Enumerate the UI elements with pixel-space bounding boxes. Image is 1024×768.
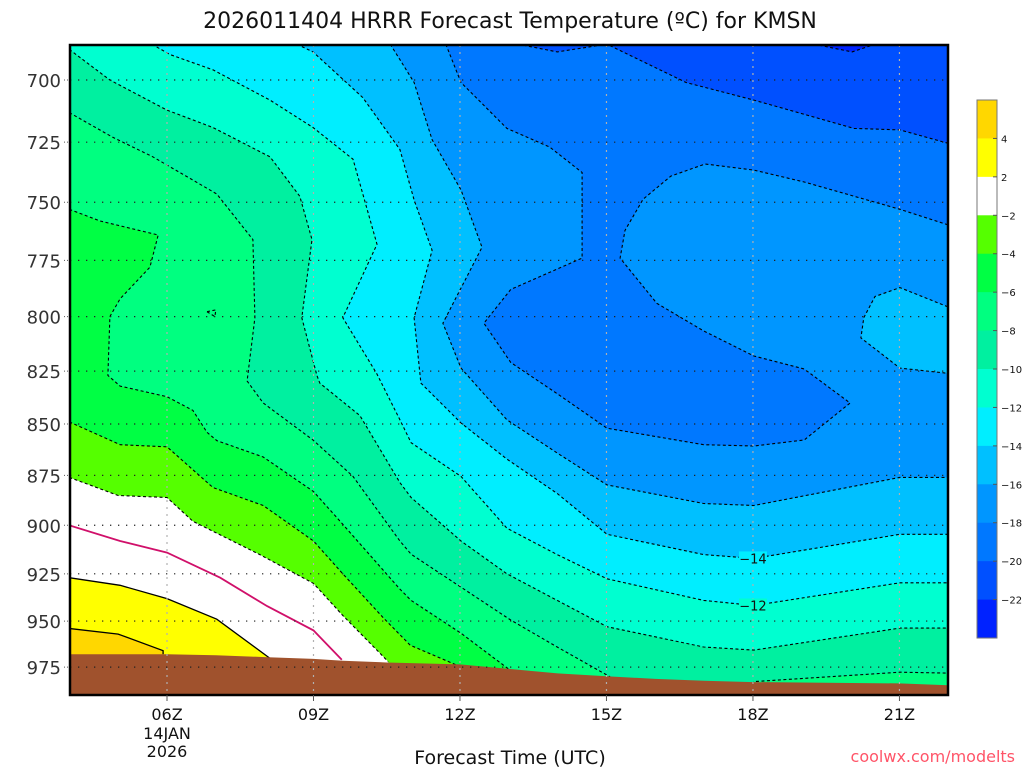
contour-line-minus2-3 [70, 477, 389, 662]
y-tick-label: 750 [27, 193, 61, 214]
colorbar-label: −2 [1001, 211, 1016, 222]
colorbar-label: 2 [1001, 173, 1007, 184]
contour-line-minus16-10 [390, 45, 948, 507]
x-tick-label: 18Z [737, 705, 768, 724]
x-tick-label: 06Z [151, 705, 182, 724]
contour-line-minus4-4 [70, 421, 458, 666]
colorbar-swatch [977, 138, 997, 178]
y-tick-label: 775 [27, 251, 61, 272]
contour-line-minus6-5 [70, 208, 512, 672]
colorbar-swatch [977, 292, 997, 332]
plot-frame [68, 43, 950, 697]
colorbar-swatch [977, 330, 997, 370]
x-tick-date-label: 14JAN [143, 724, 191, 743]
y-tick-label: 700 [27, 71, 61, 92]
contour-lines [70, 45, 948, 690]
contour-line-4-0 [70, 627, 164, 655]
x-tick-label: 21Z [884, 705, 915, 724]
y-tick-label: 900 [27, 516, 61, 537]
contour-line-minus14-9 [297, 45, 948, 559]
colorbar-swatch [977, 407, 997, 447]
contour-label: −14 [739, 552, 766, 567]
contour-line-minus12-8 [152, 45, 948, 607]
contour-fill-minus18-12 [70, 45, 948, 446]
colorbar-label: −8 [1001, 327, 1016, 338]
colorbar-swatch [977, 522, 997, 562]
colorbar-label: −22 [1001, 596, 1022, 607]
colorbar-swatch [977, 599, 997, 639]
colorbar-label: −12 [1001, 403, 1022, 414]
contour-label-gap [738, 598, 767, 612]
contour-line-minus8-6 [70, 112, 948, 690]
colorbar-swatch [977, 445, 997, 485]
colorbar-label: −16 [1001, 480, 1022, 491]
y-tick-label: 975 [27, 658, 61, 679]
x-axis-title: Forecast Time (UTC) [414, 747, 605, 768]
contour-line-minus6-15 [205, 309, 217, 318]
y-tick-label: 850 [27, 415, 61, 436]
contour-line-minus18-12 [445, 45, 948, 447]
chart-title: 2026011404 HRRR Forecast Temperature (ºC… [203, 9, 817, 34]
plot-area: −14 −12 [70, 45, 948, 695]
contour-fill-minus22-14 [817, 45, 873, 52]
y-tick-label: 925 [27, 565, 61, 586]
ground-layer [70, 654, 948, 695]
colorbar-label: −4 [1001, 250, 1016, 261]
colorbar-label: −10 [1001, 365, 1022, 376]
contour-line-minus10-7 [70, 49, 948, 651]
y-tick-label: 950 [27, 612, 61, 633]
contour-line-minus16-11 [860, 287, 948, 374]
x-tick-label: 15Z [591, 705, 622, 724]
y-axis: 700 725 750 775 800 825 850 875 900 925 950 975 [27, 71, 69, 679]
colorbar-label: −14 [1001, 442, 1022, 453]
x-tick-date-label: 2026 [147, 742, 188, 761]
colorbar-label: −18 [1001, 519, 1022, 530]
x-tick-label: 12Z [444, 705, 475, 724]
colorbar-swatch [977, 484, 997, 524]
colorbar-swatch [977, 369, 997, 408]
contour-fill-minus20-13 [70, 45, 948, 144]
contour-fills [70, 45, 948, 695]
colorbar-label: −6 [1001, 288, 1016, 299]
contour-fill-minus16-11 [860, 287, 948, 374]
y-tick-label: 825 [27, 362, 61, 383]
contour-line-minus22-14 [815, 45, 875, 53]
watermark-link[interactable]: coolwx.com/modelts [851, 747, 1015, 766]
colorbar-label: −20 [1001, 557, 1022, 568]
contour-line-0-2 [70, 524, 343, 661]
colorbar-swatch [977, 253, 997, 293]
colorbar-swatch [977, 215, 997, 255]
colorbar-swatch [977, 176, 997, 216]
x-tick-label: 09Z [298, 705, 329, 724]
ground-terrain [70, 654, 948, 695]
y-tick-label: 800 [27, 308, 61, 329]
colorbar-swatch [977, 561, 997, 601]
y-tick-label: 875 [27, 466, 61, 487]
y-tick-label: 725 [27, 133, 61, 154]
contour-label-gap [738, 551, 767, 565]
colorbar-label: 4 [1001, 134, 1007, 145]
colorbar-legend: 4 2 −2 −4 −6 −8 −10 −12 −14 −16 −18 −20 −22 [976, 99, 1022, 639]
colorbar-swatch [977, 100, 997, 139]
contour-labels: −14 −12 [738, 551, 767, 615]
contour-label: −12 [739, 600, 766, 615]
